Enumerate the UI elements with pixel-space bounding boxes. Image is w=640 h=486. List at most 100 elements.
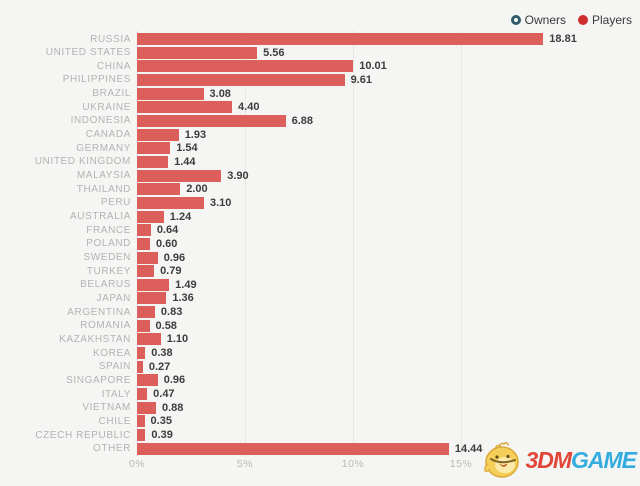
bar-track: 0.64 bbox=[137, 224, 640, 237]
bar-row: BRAZIL 3.08 bbox=[0, 87, 640, 100]
country-label: AUSTRALIA bbox=[70, 211, 131, 223]
country-label: CZECH REPUBLIC bbox=[35, 429, 131, 441]
bar-value-label: 5.56 bbox=[263, 46, 285, 59]
players-bar[interactable] bbox=[137, 388, 148, 401]
bar-value-label: 0.27 bbox=[148, 360, 171, 373]
players-bar[interactable] bbox=[137, 415, 145, 428]
bar-row: INDONESIA 6.88 bbox=[0, 114, 640, 127]
players-bar[interactable] bbox=[137, 429, 146, 442]
players-bar[interactable] bbox=[137, 196, 204, 209]
bar-track: 3.90 bbox=[137, 169, 640, 182]
players-bar[interactable] bbox=[137, 33, 544, 45]
players-bar[interactable] bbox=[137, 224, 151, 237]
bar-row: JAPAN 1.36 bbox=[0, 292, 640, 305]
bar-row: UKRAINE 4.40 bbox=[0, 101, 640, 114]
players-bar[interactable] bbox=[137, 128, 179, 141]
bar-value-label: 3.90 bbox=[227, 169, 249, 182]
bar-row: KOREA 0.38 bbox=[0, 347, 640, 360]
bar-track: 3.10 bbox=[137, 196, 640, 209]
players-bar[interactable] bbox=[137, 251, 158, 264]
bar-track: 0.60 bbox=[137, 237, 640, 250]
bar-row: SPAIN 0.27 bbox=[0, 360, 640, 373]
bar-value-label: 0.58 bbox=[155, 319, 177, 332]
players-bar[interactable] bbox=[137, 319, 150, 332]
country-label: BELARUS bbox=[80, 279, 131, 291]
players-bar[interactable] bbox=[137, 73, 345, 86]
bar-row: ROMANIA 0.58 bbox=[0, 319, 640, 332]
players-bar[interactable] bbox=[137, 442, 449, 455]
bar-rows: RUSSIA 18.81 UNITED STATES 5.56 CHINA 10.01 PH… bbox=[0, 33, 640, 455]
bar-track: 0.88 bbox=[137, 401, 640, 414]
bar-row: FRANCE 0.64 bbox=[0, 224, 640, 237]
players-bar[interactable] bbox=[137, 87, 204, 100]
players-bar[interactable] bbox=[137, 292, 167, 305]
country-label: PERU bbox=[100, 197, 131, 209]
players-bar[interactable] bbox=[137, 142, 171, 155]
bar-track: 6.88 bbox=[137, 114, 640, 127]
players-bar[interactable] bbox=[137, 237, 150, 250]
bar-value-label: 1.54 bbox=[176, 142, 198, 155]
players-bar[interactable] bbox=[137, 306, 155, 319]
bar-row: ARGENTINA 0.83 bbox=[0, 306, 640, 319]
bar-row: OTHER 14.44 bbox=[0, 442, 640, 455]
bar-value-label: 14.44 bbox=[454, 442, 483, 455]
gridline bbox=[461, 30, 462, 456]
x-tick-label: 0% bbox=[128, 458, 146, 470]
bar-row: VIETNAM 0.88 bbox=[0, 401, 640, 414]
bar-track: 9.61 bbox=[137, 73, 640, 86]
players-bar[interactable] bbox=[137, 46, 258, 59]
bar-value-label: 2.00 bbox=[186, 183, 208, 196]
country-label: ARGENTINA bbox=[67, 306, 131, 318]
players-bar[interactable] bbox=[137, 60, 354, 73]
bar-track: 0.83 bbox=[137, 306, 640, 319]
players-bar[interactable] bbox=[137, 169, 222, 182]
bar-track: 0.35 bbox=[137, 415, 640, 428]
bar-track: 0.47 bbox=[137, 388, 640, 401]
country-label: SINGAPORE bbox=[66, 374, 131, 386]
players-bar[interactable] bbox=[137, 265, 155, 278]
players-bar[interactable] bbox=[137, 114, 286, 127]
bar-track: 4.40 bbox=[137, 101, 640, 114]
bar-value-label: 6.88 bbox=[291, 114, 314, 127]
players-bar[interactable] bbox=[137, 360, 143, 373]
bar-row: CHINA 10.01 bbox=[0, 60, 640, 73]
bar-track: 1.36 bbox=[137, 292, 640, 305]
gridline bbox=[245, 30, 246, 456]
bar-row: BELARUS 1.49 bbox=[0, 278, 640, 291]
bar-row: SWEDEN 0.96 bbox=[0, 251, 640, 264]
players-bar[interactable] bbox=[137, 347, 146, 360]
legend-item-players[interactable]: Players bbox=[577, 13, 632, 27]
players-bar[interactable] bbox=[137, 401, 156, 414]
country-label: CANADA bbox=[85, 129, 131, 141]
country-label: THAILAND bbox=[76, 183, 131, 195]
country-label: CHILE bbox=[98, 415, 131, 427]
bar-value-label: 0.64 bbox=[156, 224, 179, 237]
players-bar[interactable] bbox=[137, 333, 161, 346]
country-label: POLAND bbox=[86, 238, 131, 250]
players-bar[interactable] bbox=[137, 183, 181, 196]
players-bar[interactable] bbox=[137, 374, 158, 387]
chick-mascot-icon bbox=[484, 441, 520, 478]
country-label: OTHER bbox=[93, 443, 131, 455]
players-bar[interactable] bbox=[137, 155, 169, 168]
watermark-text-3dm: 3DM bbox=[525, 446, 572, 473]
legend: Owners Players bbox=[510, 13, 632, 27]
players-bar[interactable] bbox=[137, 210, 164, 223]
bar-value-label: 0.39 bbox=[151, 429, 173, 442]
players-bar[interactable] bbox=[137, 101, 233, 114]
watermark-3dmgame: 3DM GAME bbox=[481, 440, 637, 480]
bar-row: CZECH REPUBLIC 0.39 bbox=[0, 429, 640, 442]
bar-row: SINGAPORE 0.96 bbox=[0, 374, 640, 387]
bar-value-label: 4.40 bbox=[238, 101, 260, 114]
legend-item-owners[interactable]: Owners bbox=[510, 13, 566, 27]
bar-track: 18.81 bbox=[137, 33, 640, 45]
bar-row: UNITED STATES 5.56 bbox=[0, 46, 640, 59]
bar-track: 0.39 bbox=[137, 429, 640, 442]
country-label: BRAZIL bbox=[92, 88, 131, 100]
bar-row: RUSSIA 18.81 bbox=[0, 33, 640, 45]
bar-value-label: 0.38 bbox=[151, 347, 173, 360]
watermark-text-game: GAME bbox=[571, 446, 637, 473]
players-bar[interactable] bbox=[137, 278, 170, 291]
gridline bbox=[353, 30, 354, 456]
